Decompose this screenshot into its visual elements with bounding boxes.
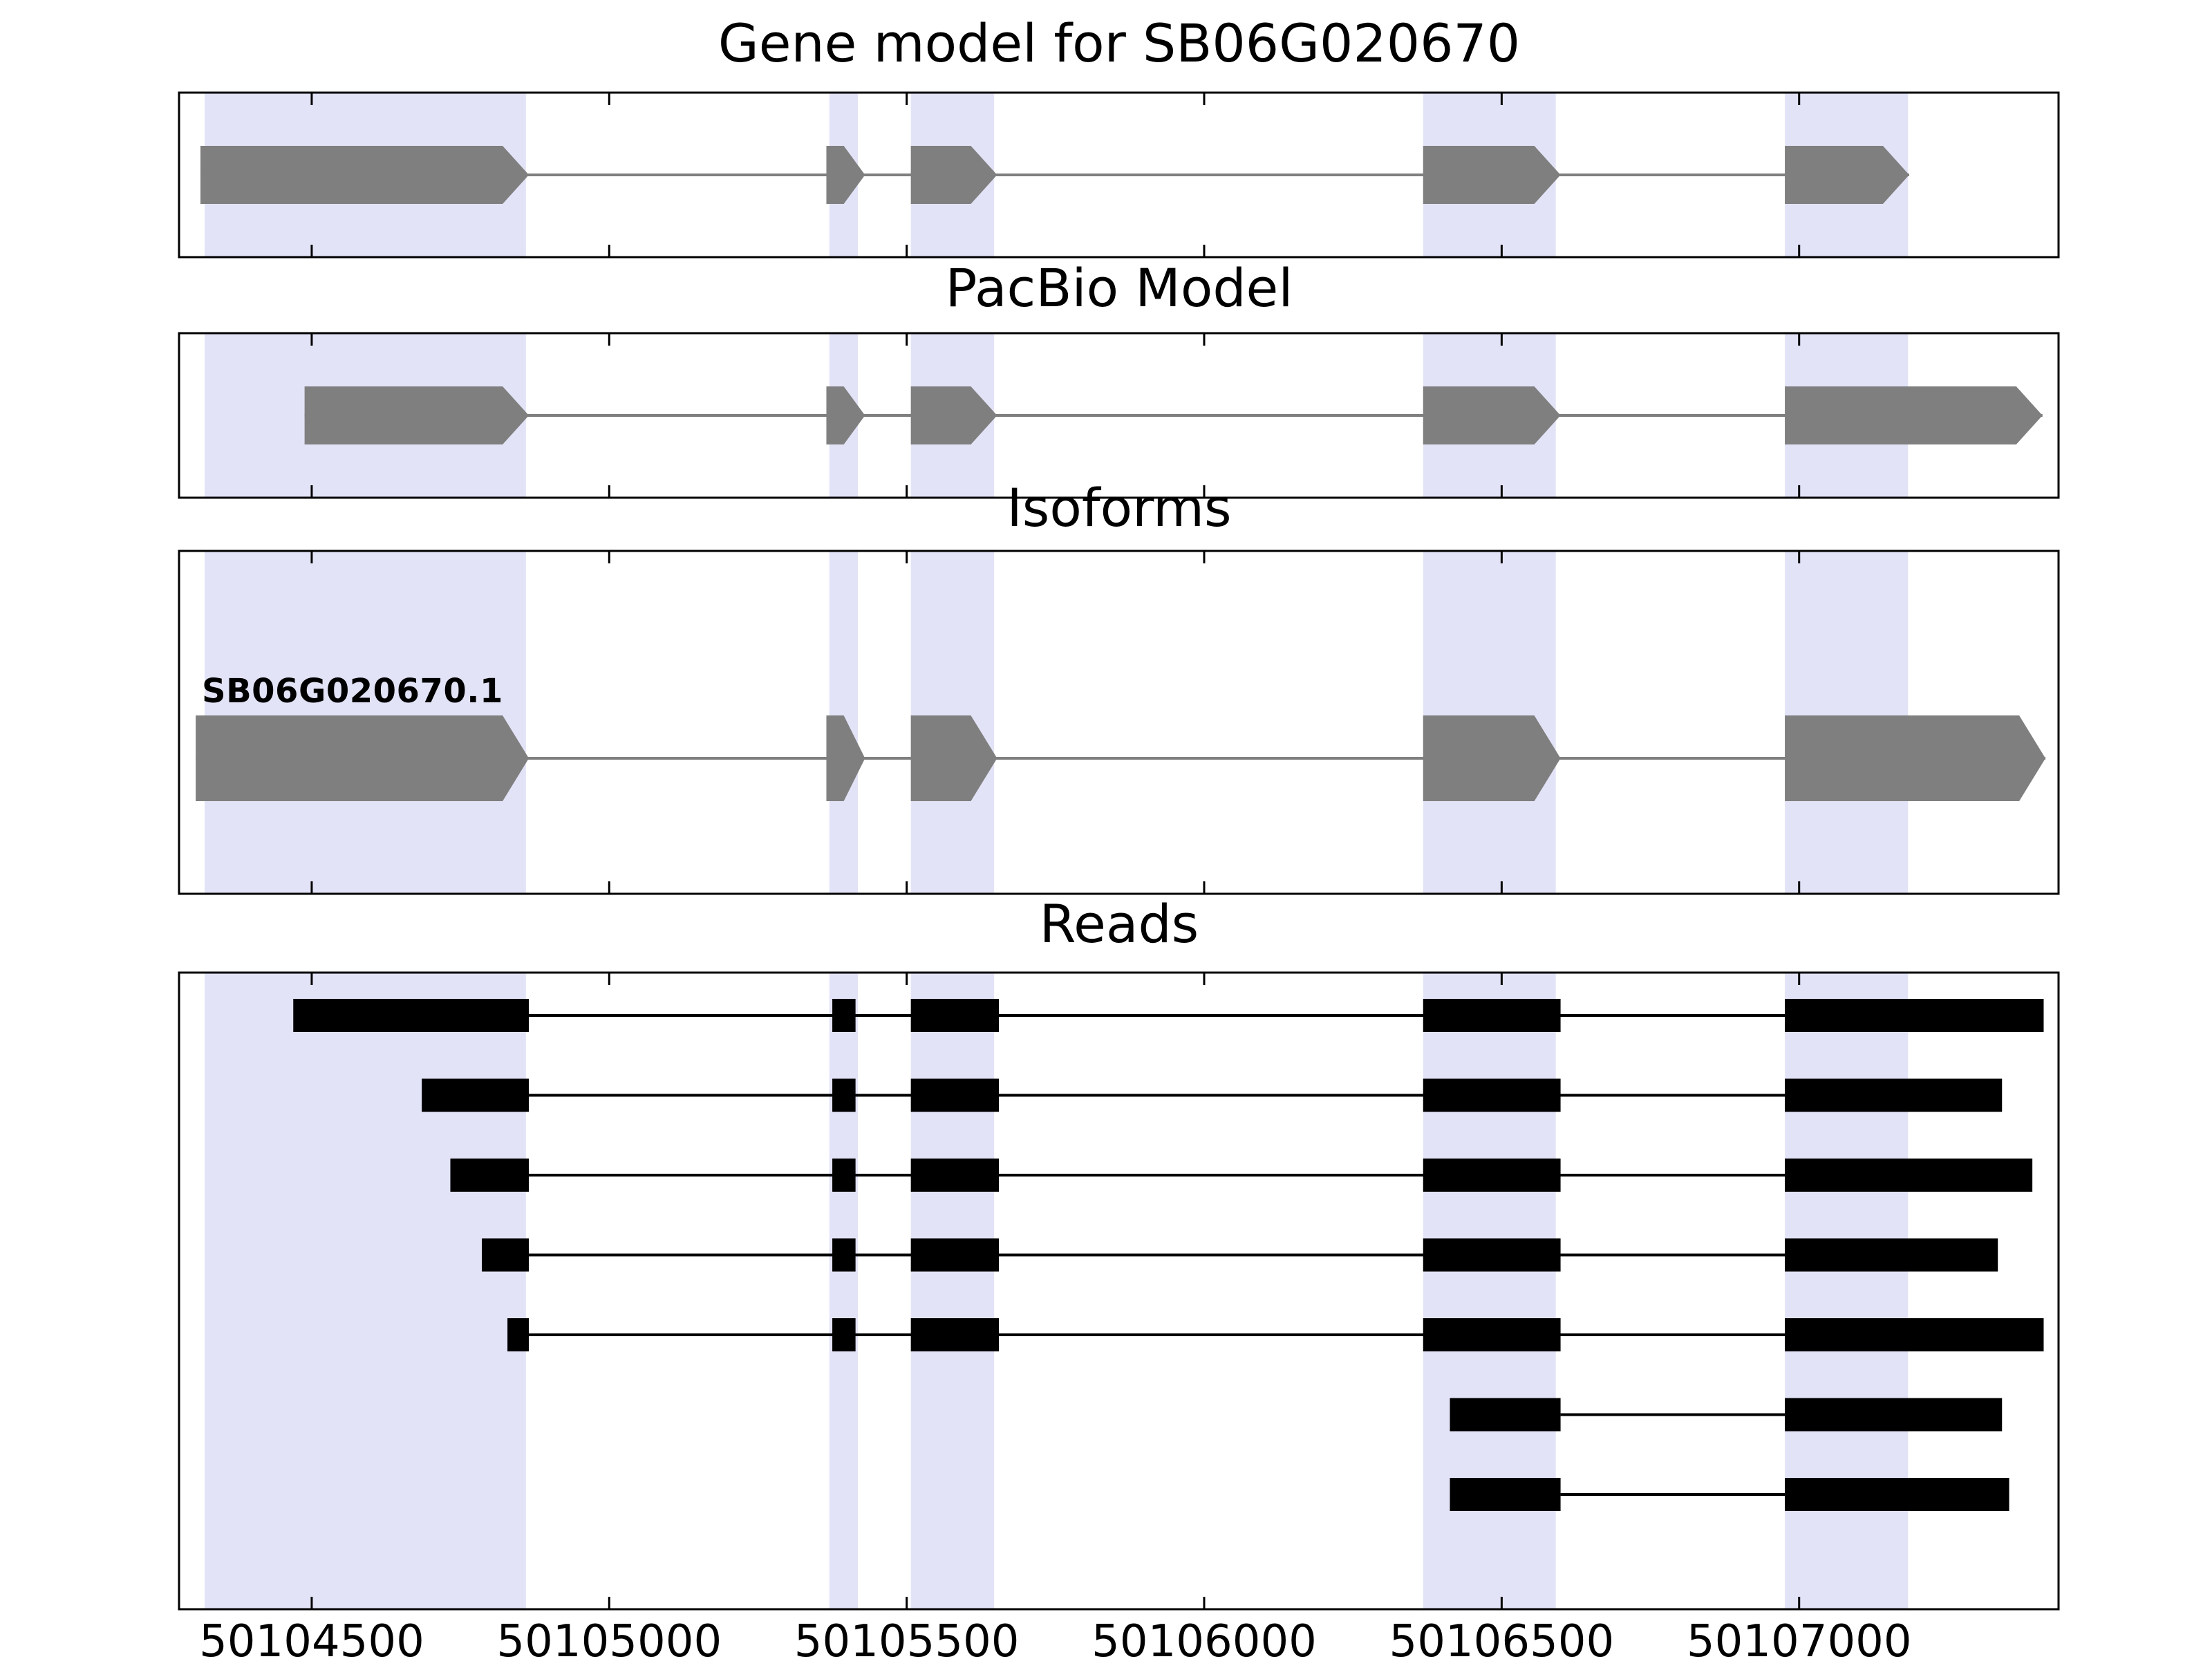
panel-title-gene-model: Gene model for SB06G020670	[718, 12, 1521, 74]
highlight-band	[910, 973, 995, 1609]
read-block	[1450, 1478, 1561, 1511]
exon	[1785, 146, 1909, 204]
panel-title-pacbio: PacBio Model	[945, 257, 1293, 319]
panel-title-isoforms: Isoforms	[1006, 477, 1232, 538]
exon	[1785, 386, 2043, 444]
panel-border	[178, 91, 2060, 259]
read-block	[832, 1318, 856, 1351]
exon	[1785, 715, 2046, 801]
exon	[1423, 386, 1561, 444]
read-block	[1785, 1159, 2033, 1192]
read-block	[910, 1078, 1000, 1112]
read-block	[293, 999, 529, 1032]
read-block	[910, 1238, 1000, 1272]
exon	[1423, 146, 1561, 204]
read-block	[422, 1078, 529, 1112]
exon	[826, 386, 865, 444]
exon	[826, 146, 865, 204]
x-axis-tick-label: 50104500	[199, 1616, 424, 1659]
read-block	[832, 1159, 856, 1192]
x-axis-tick-label: 50105000	[496, 1616, 722, 1659]
read-block	[1423, 1159, 1561, 1192]
x-axis-tick-label: 50106000	[1091, 1616, 1317, 1659]
exon	[200, 146, 529, 204]
exon	[304, 386, 529, 444]
read-block	[832, 1238, 856, 1272]
read-block	[1785, 1238, 1998, 1272]
read-block	[910, 1318, 1000, 1351]
panel-border	[178, 971, 2060, 1611]
read-block	[1450, 1398, 1561, 1432]
exon	[910, 715, 997, 801]
read-block	[1423, 999, 1561, 1032]
read-block	[482, 1238, 529, 1272]
read-block	[1785, 1398, 2003, 1432]
panel-title-reads: Reads	[1039, 893, 1199, 955]
x-axis-tick-label: 50107000	[1687, 1616, 1912, 1659]
highlight-band	[1785, 973, 1909, 1609]
read-block	[1423, 1078, 1561, 1112]
read-block	[1785, 1318, 2044, 1351]
panel-border	[178, 332, 2060, 499]
read-block	[1785, 1478, 2009, 1511]
x-axis-tick-label: 50105500	[794, 1616, 1020, 1659]
x-axis-tick-label: 50106500	[1389, 1616, 1614, 1659]
isoform-label: SB06G020670.1	[202, 672, 503, 711]
read-block	[450, 1159, 529, 1192]
highlight-band	[1423, 973, 1556, 1609]
exon	[196, 715, 529, 801]
read-block	[832, 1078, 856, 1112]
read-block	[1785, 999, 2044, 1032]
exon	[826, 715, 865, 801]
exon	[910, 386, 997, 444]
exon	[910, 146, 997, 204]
read-block	[507, 1318, 529, 1351]
read-block	[910, 1159, 1000, 1192]
highlight-band	[829, 973, 859, 1609]
read-block	[1423, 1318, 1561, 1351]
highlight-band	[205, 973, 526, 1609]
read-block	[1423, 1238, 1561, 1272]
read-block	[1785, 1078, 2003, 1112]
read-block	[832, 999, 856, 1032]
exon	[1423, 715, 1561, 801]
read-block	[910, 999, 1000, 1032]
panel-border	[178, 550, 2060, 895]
